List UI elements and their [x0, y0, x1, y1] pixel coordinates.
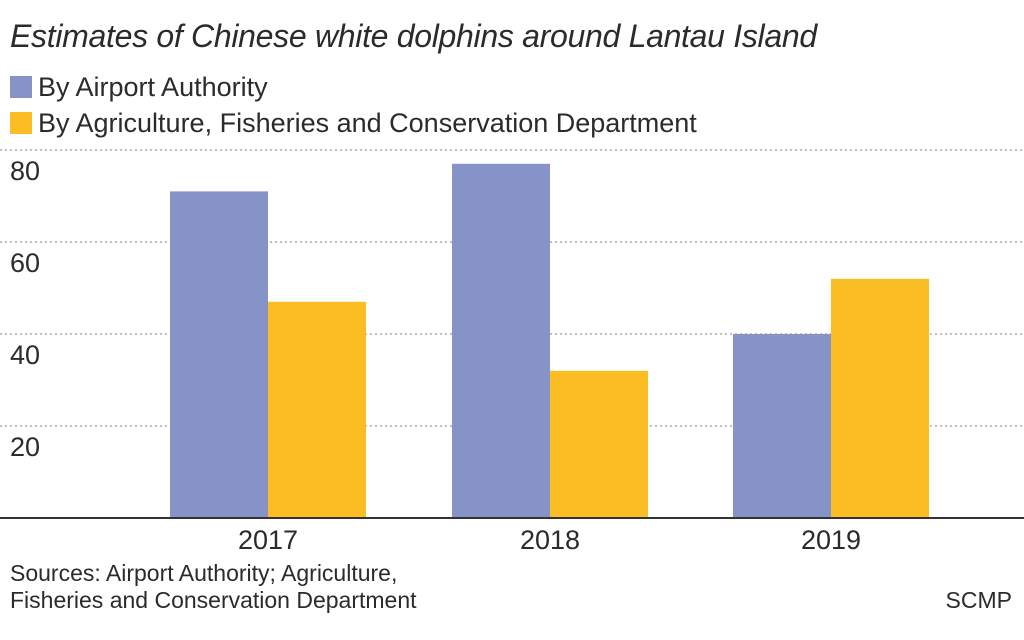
- legend-label-afcd: By Agriculture, Fisheries and Conservati…: [38, 108, 697, 138]
- bar-afcd-2018: [550, 370, 648, 518]
- bar-afcd-2019: [831, 278, 929, 518]
- y-tick-label-80: 80: [10, 156, 40, 186]
- x-tick-label-2018: 2018: [520, 525, 580, 555]
- bar-airport-authority-2017: [170, 191, 268, 518]
- legend-item-afcd: By Agriculture, Fisheries and Conservati…: [10, 108, 697, 139]
- y-tick-label-40: 40: [10, 340, 40, 370]
- source-note: Sources: Airport Authority; Agriculture,…: [10, 560, 417, 613]
- credit-label: SCMP: [945, 587, 1012, 613]
- bar-airport-authority-2019: [733, 334, 831, 518]
- x-tick-label-2017: 2017: [238, 525, 298, 555]
- legend-swatch-airport-authority: [10, 76, 32, 98]
- legend-swatch-afcd: [10, 112, 32, 134]
- legend-label-airport-authority: By Airport Authority: [38, 72, 268, 102]
- y-tick-label-20: 20: [10, 432, 40, 462]
- bar-afcd-2017: [268, 301, 366, 518]
- y-tick-label-60: 60: [10, 248, 40, 278]
- x-tick-label-2019: 2019: [801, 525, 861, 555]
- bar-airport-authority-2018: [452, 163, 550, 519]
- legend-item-airport-authority: By Airport Authority: [10, 72, 268, 103]
- chart-title: Estimates of Chinese white dolphins arou…: [10, 18, 817, 54]
